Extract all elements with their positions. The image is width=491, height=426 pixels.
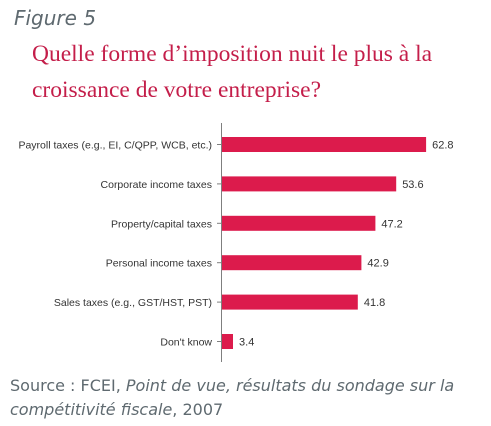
category-label: Don't know	[160, 337, 212, 349]
value-label: 3.4	[239, 337, 254, 349]
bar	[222, 334, 233, 349]
bar	[222, 215, 376, 231]
category-label: Property/capital taxes	[111, 218, 212, 230]
figure-label: Figure 5	[14, 6, 97, 30]
bar	[222, 294, 358, 310]
category-label: Corporate income taxes	[101, 179, 212, 191]
value-label: 42.9	[367, 258, 388, 270]
source-note: Source : FCEI, Point de vue, résultats d…	[10, 374, 485, 422]
category-labels: Payroll taxes (e.g., EI, C/QPP, WCB, etc…	[18, 140, 212, 349]
chart-title: Quelle forme d’imposition nuit le plus à…	[32, 41, 433, 103]
source-title: Point de vue, résultats du sondage sur l…	[10, 376, 455, 419]
value-label: 41.8	[364, 297, 385, 309]
value-labels: 62.8 53.6 47.2 42.9 41.8 3.4	[239, 140, 453, 349]
category-label: Sales taxes (e.g., GST/HST, PST)	[54, 297, 212, 309]
value-label: 53.6	[402, 179, 423, 191]
bars	[222, 137, 427, 349]
source-year: , 2007	[172, 400, 224, 419]
category-label: Payroll taxes (e.g., EI, C/QPP, WCB, etc…	[18, 140, 212, 152]
axis-layer	[217, 123, 222, 362]
source-prefix: Source : FCEI,	[10, 376, 126, 395]
value-label: 62.8	[432, 140, 453, 152]
bar	[222, 137, 427, 152]
value-label: 47.2	[381, 218, 402, 230]
category-label: Personal income taxes	[106, 258, 212, 270]
bar	[222, 176, 397, 192]
bar	[222, 255, 362, 271]
bar-chart: Payroll taxes (e.g., EI, C/QPP, WCB, etc…	[18, 123, 454, 362]
